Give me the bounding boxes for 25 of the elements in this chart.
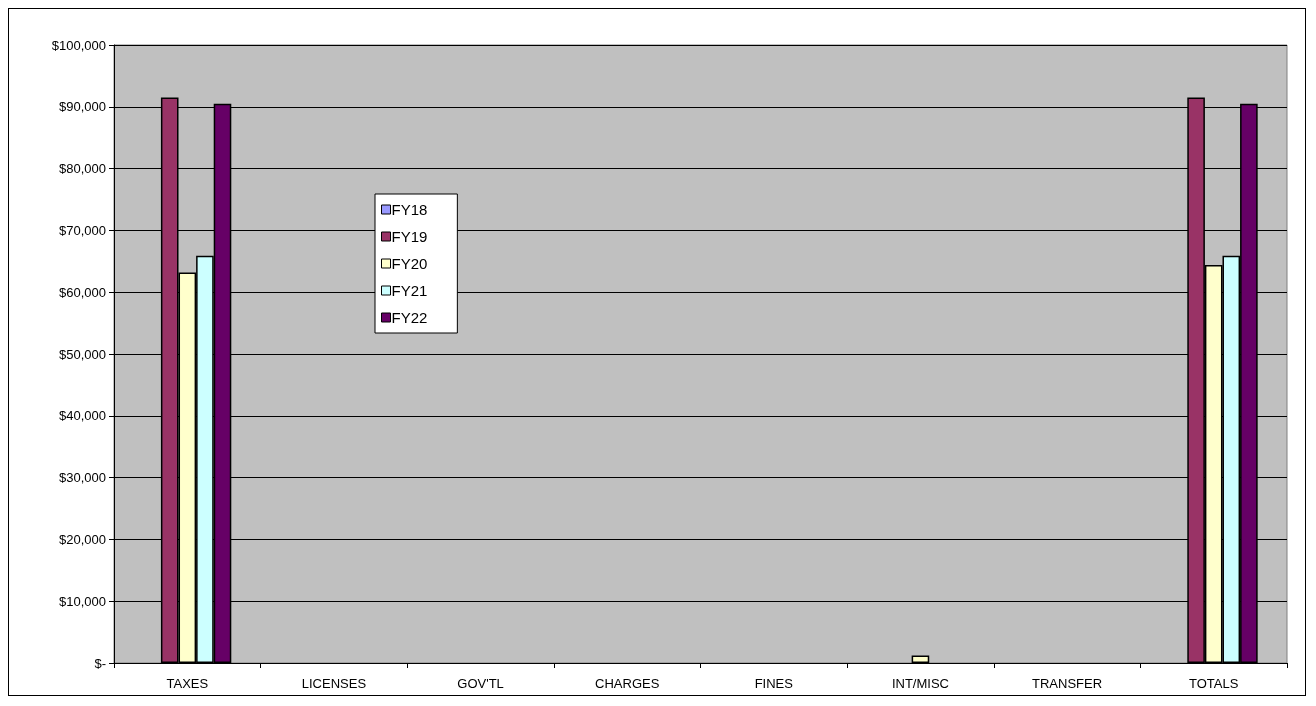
y-tick-label: $10,000 (59, 593, 106, 609)
y-tick-label: $- (94, 655, 106, 671)
y-tick-label: $20,000 (59, 531, 106, 547)
y-tick-label: $80,000 (59, 161, 106, 177)
y-tick-label: $30,000 (59, 470, 106, 486)
legend-label: FY20 (391, 255, 428, 272)
y-tick-label: $50,000 (59, 346, 106, 362)
x-tick-label: LICENSES (301, 676, 367, 691)
y-tick-label: $70,000 (59, 222, 106, 238)
legend-label: FY22 (391, 309, 428, 326)
y-tick-label: $90,000 (59, 99, 106, 115)
bar (911, 655, 930, 663)
legend-label: FY21 (391, 282, 428, 299)
legend-label: FY19 (391, 228, 428, 245)
y-tick-label: $40,000 (59, 408, 106, 424)
x-tick-label: GOV'TL (457, 676, 504, 691)
legend-label: FY18 (391, 201, 428, 218)
x-tick-label: TAXES (166, 676, 209, 691)
y-tick-label: $60,000 (59, 284, 106, 300)
x-tick-label: TOTALS (1189, 676, 1239, 691)
x-tick-label: INT/MISC (891, 676, 949, 691)
x-tick-label: FINES (754, 676, 794, 691)
y-tick-label: $100,000 (51, 37, 106, 53)
x-tick-label: TRANSFER (1032, 676, 1103, 691)
x-tick-label: CHARGES (595, 676, 660, 691)
